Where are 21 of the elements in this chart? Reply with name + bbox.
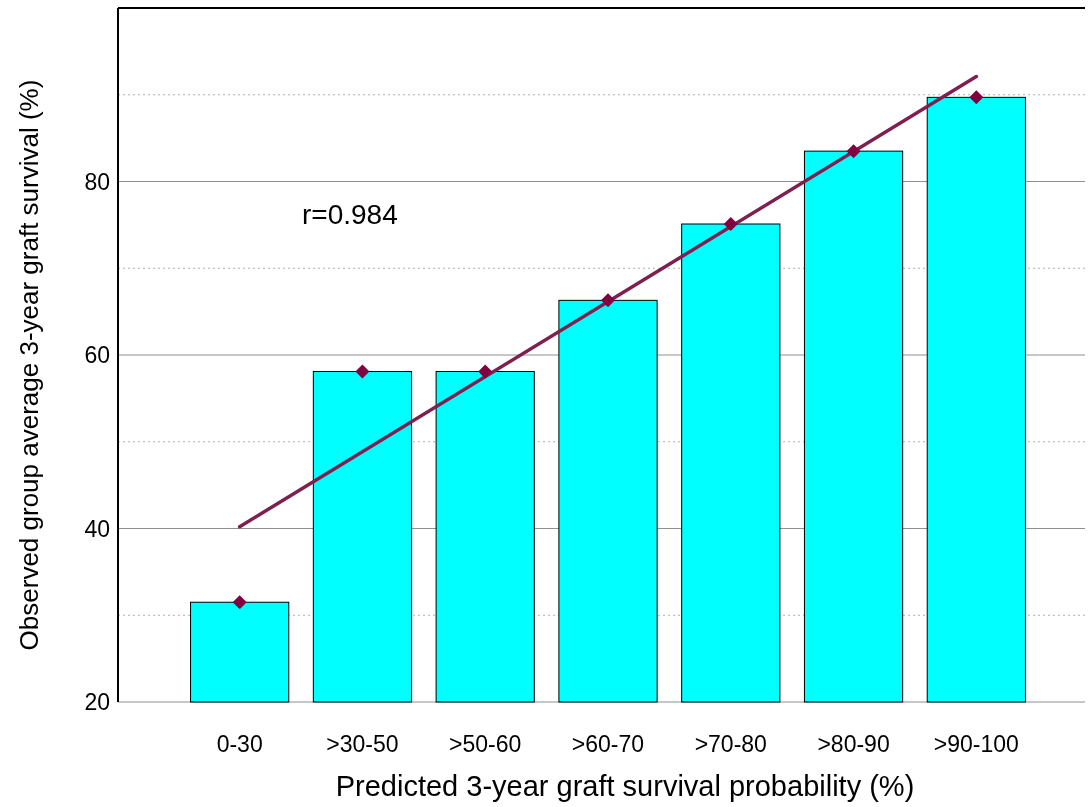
point: [969, 90, 984, 105]
annotation: r=0.984: [302, 199, 398, 230]
x-tick-label: >90-100: [933, 731, 1019, 757]
x-tick-label: 0-30: [216, 731, 263, 757]
point: [478, 364, 493, 379]
x-tick-label: >50-60: [449, 731, 522, 757]
x-tick-label: >80-90: [817, 731, 890, 757]
x-tick-label: >60-70: [571, 731, 645, 757]
y-axis-title: Observed group average 3-year graft survival (%): [14, 79, 44, 651]
point: [723, 217, 738, 232]
point: [232, 595, 247, 610]
point: [355, 364, 370, 379]
x-tick-label: >70-80: [694, 731, 767, 757]
x-axis-title: Predicted 3-year graft survival probability (%): [335, 770, 915, 802]
point: [601, 293, 615, 308]
y-tick-label: 80: [84, 168, 110, 195]
y-tick-label: 40: [84, 515, 110, 542]
point: [846, 144, 861, 159]
y-tick-label: 60: [84, 342, 110, 369]
x-tick-label: >30-50: [326, 731, 399, 757]
y-tick-label: 20: [84, 689, 110, 716]
